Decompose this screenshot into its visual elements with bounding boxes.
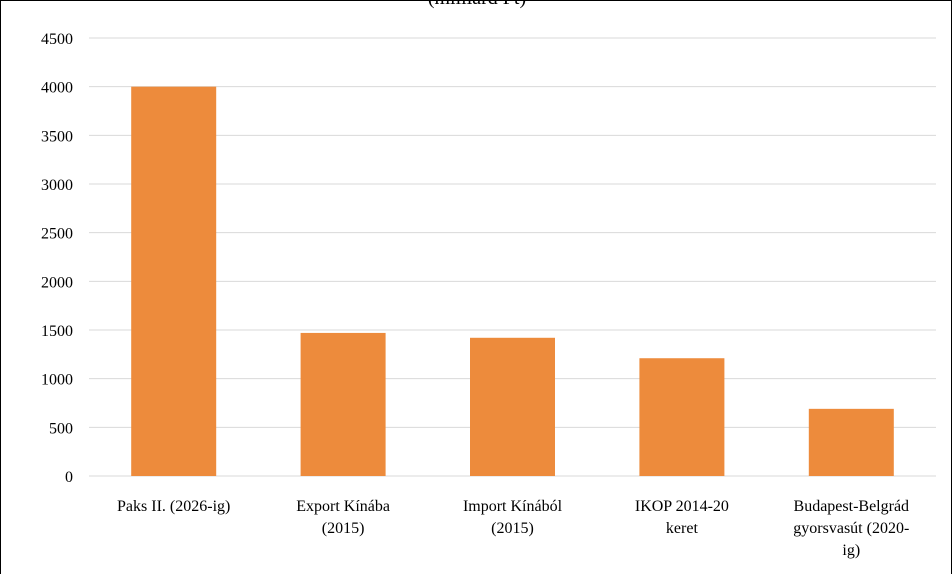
bar	[300, 332, 386, 476]
y-tick-label: 4000	[41, 80, 73, 97]
x-category-label: Export Kínába	[296, 498, 390, 515]
x-category-label: IKOP 2014-20	[635, 498, 729, 515]
x-category-label: keret	[666, 520, 699, 537]
x-category-label: Budapest-Belgrád	[794, 498, 910, 515]
y-tick-label: 500	[49, 420, 73, 437]
y-axis-ticks: 0 500 1000 1500 2000 2500 3000 3500 4000 4500	[41, 31, 73, 486]
x-category-label: ig)	[842, 542, 860, 559]
x-axis-labels: Paks II. (2026-ig) Export Kínába (2015) Imp…	[117, 498, 909, 559]
gridlines	[89, 37, 936, 477]
x-category-label: (2015)	[491, 520, 534, 537]
x-category-label: gyorsvasút (2020-	[793, 520, 909, 537]
y-tick-label: 1500	[41, 323, 73, 340]
bar	[639, 358, 725, 476]
y-tick-label: 3500	[41, 128, 73, 145]
y-tick-label: 2000	[41, 274, 73, 291]
x-category-label: Paks II. (2026-ig)	[117, 498, 230, 515]
bar	[808, 408, 894, 476]
y-tick-label: 3000	[41, 177, 73, 194]
bar	[470, 337, 555, 476]
y-tick-label: 2500	[41, 226, 73, 243]
bars	[131, 86, 894, 477]
x-category-label: (2015)	[322, 520, 365, 537]
y-tick-label: 4500	[41, 31, 73, 48]
chart-title: (milliárd Ft)	[1, 0, 952, 10]
y-tick-label: 0	[65, 469, 73, 486]
y-tick-label: 1000	[41, 372, 73, 389]
bar	[131, 86, 217, 477]
x-category-label: Import Kínából	[463, 498, 563, 515]
